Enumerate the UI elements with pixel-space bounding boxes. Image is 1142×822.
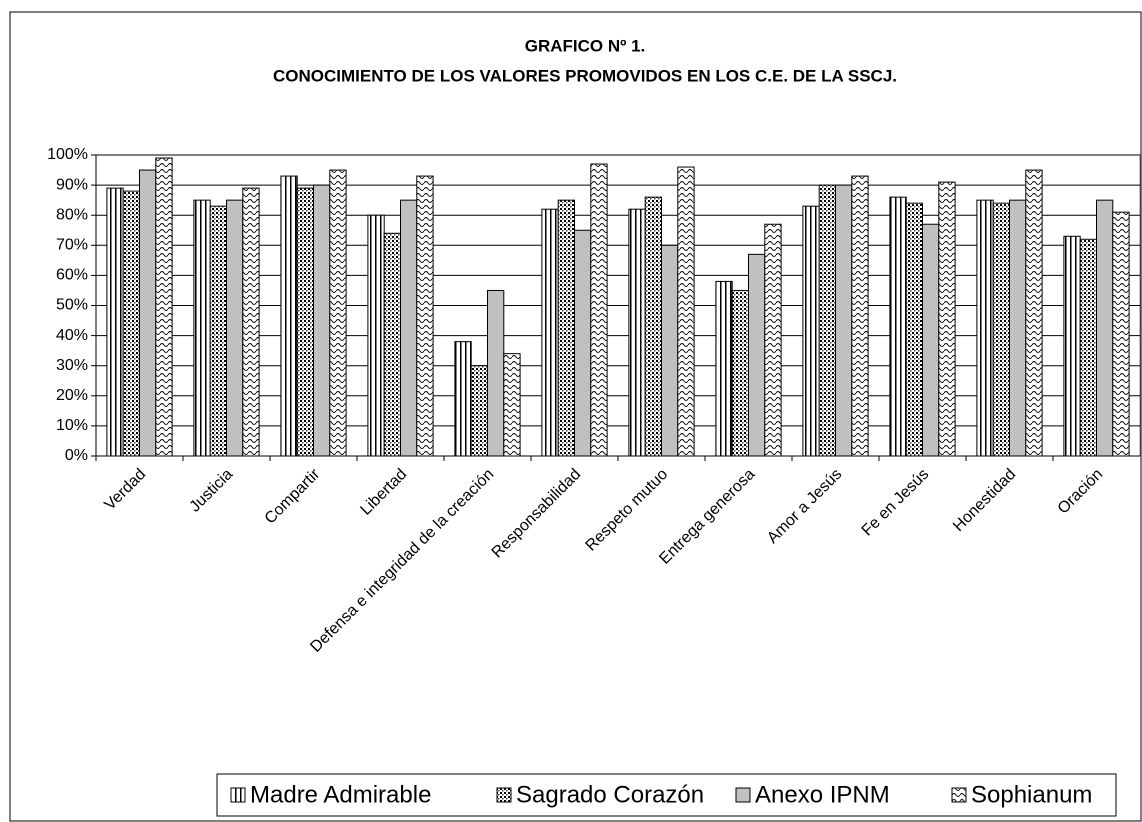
legend-swatch xyxy=(496,787,512,803)
y-tick-label: 90% xyxy=(56,176,88,193)
bar xyxy=(280,175,298,457)
bar xyxy=(1009,199,1027,457)
bar xyxy=(590,163,608,457)
y-tick-label: 100% xyxy=(47,146,88,163)
bar xyxy=(889,196,907,457)
bar xyxy=(193,199,211,457)
bar xyxy=(454,341,472,457)
bar xyxy=(835,184,853,457)
bar xyxy=(1112,211,1130,457)
y-tick-label: 40% xyxy=(56,327,88,344)
bar xyxy=(748,253,766,457)
bar xyxy=(818,184,837,457)
y-tick-label: 80% xyxy=(56,206,88,223)
bar xyxy=(242,187,260,457)
bar xyxy=(677,166,695,457)
bar xyxy=(1025,169,1043,457)
bar xyxy=(731,289,750,457)
y-tick-label: 30% xyxy=(56,357,88,374)
bar xyxy=(541,208,559,457)
legend-label: Anexo IPNM xyxy=(755,781,890,808)
bar xyxy=(851,175,869,457)
legend-swatch xyxy=(951,787,967,803)
bar xyxy=(976,199,994,457)
bar xyxy=(557,199,576,457)
bar xyxy=(1063,235,1081,457)
bar xyxy=(644,196,663,457)
bar xyxy=(1096,199,1114,457)
bar xyxy=(1079,238,1097,457)
legend-label: Madre Admirable xyxy=(250,781,431,808)
bar xyxy=(367,214,385,457)
y-tick-label: 50% xyxy=(56,297,88,314)
bar xyxy=(400,199,418,457)
y-tick-label: 60% xyxy=(56,267,88,284)
bar xyxy=(487,289,505,457)
bar xyxy=(139,169,157,457)
bar xyxy=(106,187,124,457)
bar xyxy=(574,229,592,457)
bar xyxy=(715,280,733,457)
bar xyxy=(938,181,956,457)
bar xyxy=(802,205,820,457)
y-tick-label: 70% xyxy=(56,237,88,254)
bar xyxy=(383,232,402,457)
bar xyxy=(226,199,244,457)
bar xyxy=(628,208,646,457)
bar xyxy=(209,205,227,457)
bar xyxy=(155,157,173,457)
chart-title: GRAFICO Nº 1. xyxy=(525,36,646,55)
bar xyxy=(470,365,489,457)
bar xyxy=(296,187,315,457)
chart-subtitle: CONOCIMIENTO DE LOS VALORES PROMOVIDOS E… xyxy=(273,66,897,85)
bar xyxy=(416,175,434,457)
bar xyxy=(764,223,782,457)
legend-label: Sophianum xyxy=(971,781,1092,808)
y-tick-label: 0% xyxy=(65,447,88,464)
bar xyxy=(313,184,331,457)
y-tick-label: 20% xyxy=(56,387,88,404)
bar xyxy=(329,169,347,457)
legend-label: Sagrado Corazón xyxy=(516,781,704,808)
bar xyxy=(992,202,1011,457)
legend-swatch xyxy=(735,787,751,803)
bar xyxy=(905,202,924,457)
y-tick-label: 10% xyxy=(56,417,88,434)
bar xyxy=(922,223,940,457)
bar xyxy=(661,244,679,457)
bar xyxy=(122,190,140,457)
bar xyxy=(503,353,521,457)
legend-swatch xyxy=(230,787,246,803)
